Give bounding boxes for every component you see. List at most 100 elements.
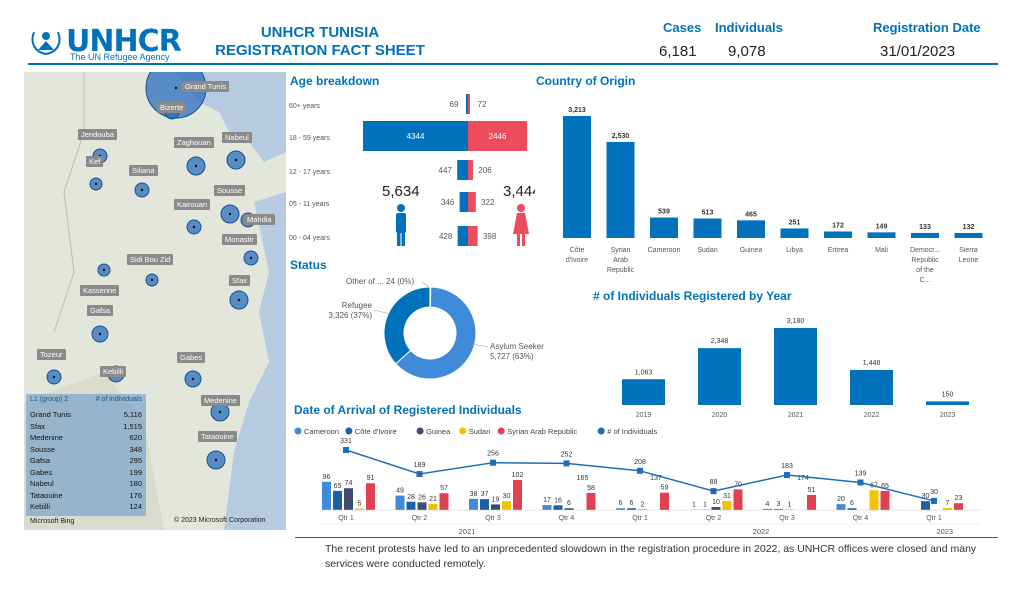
- arrival-bar-c-te-d-ivoire: [333, 490, 342, 510]
- registration-date-label: Registration Date: [873, 20, 981, 35]
- arrival-line-marker: [637, 467, 643, 474]
- year-bar-2019: [622, 379, 665, 405]
- arrival-bar-value: 6: [850, 500, 854, 507]
- age-value-female: 398: [483, 232, 497, 241]
- header-divider: [28, 63, 998, 65]
- arrival-bar-value: 1: [703, 502, 707, 509]
- female-head: [517, 204, 525, 212]
- arrival-quarter-label: Qtr 4: [853, 515, 869, 522]
- age-value-female: 206: [478, 166, 492, 175]
- arrival-line-marker: [857, 479, 864, 486]
- arrival-legend-marker: [345, 427, 353, 435]
- arrival-bar-value: 1: [788, 502, 792, 509]
- map-point-sousse: [228, 212, 232, 216]
- status-leader-other: [421, 281, 430, 288]
- arrival-bar-value: 17: [543, 497, 551, 504]
- map-table-header-region: L1 (group) 2: [30, 396, 69, 403]
- arrival-line-marker: [710, 488, 717, 495]
- map-table-count: 295: [129, 456, 142, 465]
- arrival-bar-syrian-arab-republic: [366, 483, 375, 510]
- arrival-legend-label: Guinea: [426, 427, 451, 436]
- arrival-bar-value: 165: [577, 475, 589, 482]
- arrival-bar-value: 3: [777, 501, 781, 508]
- coo-bar-sudan: [693, 218, 722, 238]
- arrival-bar-cameroon: [395, 495, 405, 510]
- map-label-kairouan: Kairouan: [174, 199, 211, 210]
- map-table-row: Tataouine 176: [30, 491, 142, 503]
- arrival-bar-value: 38: [470, 491, 478, 498]
- arrival-bar-value: 20: [837, 496, 845, 503]
- arrival-bar-guinea: [711, 507, 721, 510]
- arrival-bar-value: 1: [692, 502, 696, 509]
- arrival-quarter-label: Qtr 3: [779, 515, 795, 522]
- year-category-label: 2023: [940, 412, 956, 419]
- arrival-legend-marker: [459, 427, 467, 435]
- age-bar-male: [459, 192, 468, 212]
- age-value-male: 69: [450, 100, 459, 109]
- arrival-line-marker: [931, 497, 937, 504]
- arrival-line-marker: [563, 460, 570, 467]
- status-slice-refugee: [383, 286, 431, 365]
- map-table-region: Sfax: [30, 421, 46, 431]
- map-label-sousse: Sousse: [214, 185, 246, 196]
- map-table-count: 620: [129, 433, 142, 442]
- coo-bar-cameroon: [650, 217, 678, 238]
- status-label-asylum-seeker-value: 5,727 (63%): [490, 352, 534, 361]
- arrival-bar-value: 74: [345, 480, 353, 487]
- arrival-bar-syrian-arab-republic: [586, 492, 596, 510]
- age-value-male: 4344: [407, 132, 425, 141]
- arrival-bar-c-te-d-ivoire: [921, 501, 930, 510]
- arrival-bar-value: 137: [650, 475, 662, 482]
- map-table-row: Gafsa 295: [30, 456, 142, 468]
- coo-bar-c-te-d-ivoire: [563, 116, 591, 238]
- coo-category-label: Mali: [875, 247, 888, 254]
- map-label-tataouine: Tataouine: [198, 431, 237, 442]
- male-head: [397, 204, 405, 212]
- arrival-bar-value: 23: [955, 495, 963, 502]
- arrival-bar-value: 37: [481, 491, 489, 498]
- arrival-bar-value: 31: [723, 493, 731, 500]
- coo-category-label: Cameroon: [648, 247, 681, 254]
- arrival-legend-marker: [416, 427, 424, 435]
- age-value-female: 72: [478, 100, 487, 109]
- female-person-icon: [513, 204, 529, 246]
- arrival-bar-c-te-d-ivoire: [553, 505, 563, 510]
- arrival-bar-syrian-arab-republic: [513, 480, 522, 510]
- coo-bar-syrian-arab-republic: [606, 141, 635, 238]
- coo-category-label: Côte d'Ivoire: [566, 247, 588, 264]
- year-bar-2020: [698, 348, 741, 405]
- logo-text: UNHCR: [66, 24, 182, 59]
- age-bar-male: [457, 160, 468, 180]
- map-table-row: Medenine 620: [30, 433, 142, 445]
- arrival-line-value: 183: [781, 463, 793, 470]
- map-label-mahdia: Mahdia: [244, 214, 275, 225]
- map-table-count: 180: [129, 479, 142, 488]
- status-label-refugee-name: Refugee: [342, 301, 373, 310]
- map-table-region: Gafsa: [30, 456, 51, 465]
- arrival-line-value: 208: [634, 459, 646, 466]
- map-table-region: Medenine: [30, 433, 63, 442]
- map-table-count: 176: [129, 490, 142, 500]
- arrival-bar-cameroon: [836, 504, 846, 510]
- map-label-kasserine: Kasserine: [80, 285, 120, 296]
- map-point-monastir: [249, 256, 253, 260]
- arrival-quarter-label: Qtr 2: [706, 515, 722, 522]
- age-category-label: 00 - 04 years: [289, 235, 330, 242]
- coo-value-label: 2,530: [612, 133, 630, 140]
- map-point-tataouine: [214, 458, 218, 462]
- arrival-bar-syrian-arab-republic: [807, 495, 816, 510]
- coo-value-label: 513: [702, 210, 714, 217]
- page-title-line1: UNHCR TUNISIA: [260, 24, 380, 41]
- map-point-gabes: [191, 377, 195, 381]
- map-table-row: Sousse 348: [30, 445, 142, 457]
- map-label-sfax: Sfax: [229, 275, 251, 286]
- arrival-bar-sudan: [502, 501, 511, 510]
- arrival-line-marker: [784, 472, 790, 479]
- coo-category-label: Syrian Arab Republic: [607, 247, 635, 274]
- arrival-legend-label: Sudan: [469, 427, 491, 436]
- coo-category-label: Guinea: [740, 247, 763, 254]
- map-point-kasserine: [102, 268, 106, 272]
- tunisia-map[interactable]: Grand Tunis Bizerte Jendouba Kef Zaghouan Nab…: [24, 72, 286, 530]
- date-of-arrival-title: Date of Arrival of Registered Individual…: [294, 403, 522, 417]
- map-table-region: Sousse: [30, 444, 56, 454]
